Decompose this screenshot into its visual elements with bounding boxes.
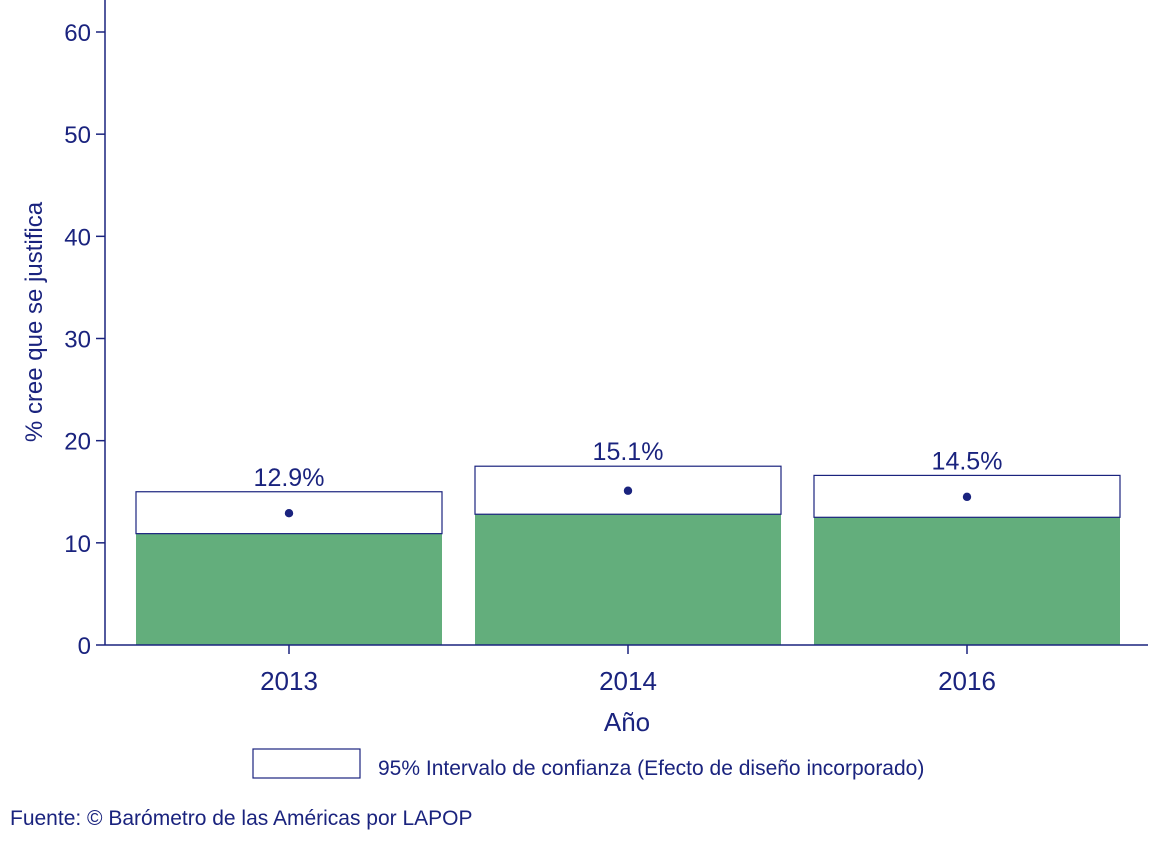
y-tick-label: 30 xyxy=(64,327,91,354)
bar xyxy=(136,533,442,645)
estimate-point xyxy=(623,486,633,495)
y-tick-label: 50 xyxy=(64,122,91,149)
x-tick-label: 2016 xyxy=(938,666,996,696)
y-tick-label: 10 xyxy=(64,531,91,558)
source-note: Fuente: © Barómetro de las Américas por … xyxy=(10,807,473,830)
y-tick-label: 40 xyxy=(64,224,91,251)
legend-swatch xyxy=(252,748,361,779)
y-ticks: 0 10 20 30 40 50 60 xyxy=(64,20,105,660)
x-axis-label: Año xyxy=(604,707,650,737)
axes-layer xyxy=(104,0,1148,646)
y-tick-label: 0 xyxy=(78,633,91,660)
bar xyxy=(475,514,781,645)
bars-layer xyxy=(135,465,1121,645)
estimate-point xyxy=(962,492,972,502)
x-tick-label: 2014 xyxy=(599,666,657,696)
legend-label: 95% Intervalo de confianza (Efecto de di… xyxy=(378,757,924,780)
x-ticks: 2013 2014 2016 xyxy=(260,645,996,696)
data-labels: 12.9% 15.1% 14.5% xyxy=(254,438,1003,492)
x-tick-label: 2013 xyxy=(260,666,318,696)
bar xyxy=(814,517,1120,645)
value-label: 14.5% xyxy=(932,447,1003,475)
value-label: 12.9% xyxy=(254,464,325,492)
y-tick-label: 20 xyxy=(64,429,91,456)
y-axis-label: % cree que se justifica xyxy=(21,201,48,442)
value-label: 15.1% xyxy=(593,438,664,466)
estimate-point xyxy=(284,509,294,518)
y-tick-label: 60 xyxy=(64,20,91,47)
